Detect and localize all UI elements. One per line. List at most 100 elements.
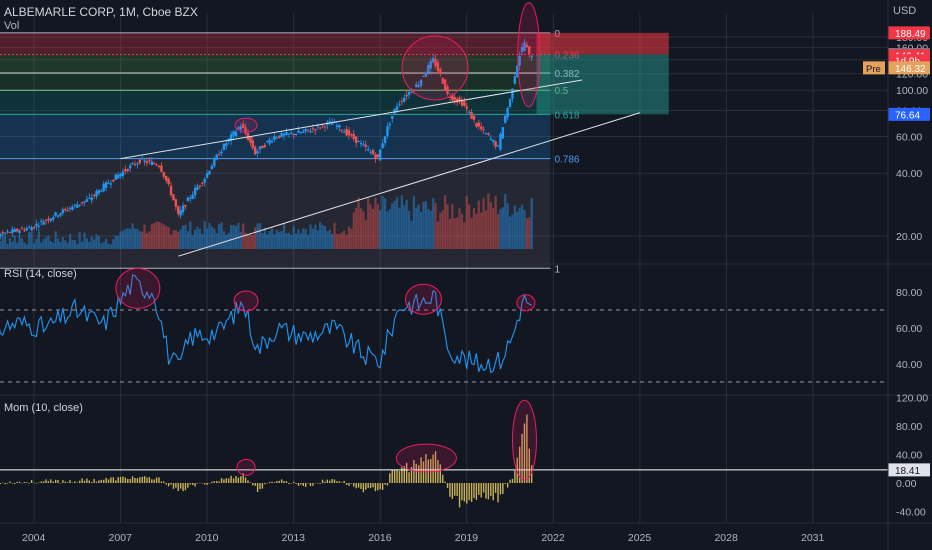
volume-bar [285, 233, 288, 249]
momentum-bar [160, 481, 163, 483]
volume-bar [206, 228, 209, 249]
momentum-bar [18, 481, 21, 483]
momentum-bar [314, 482, 317, 484]
volume-bar [451, 204, 454, 249]
volume-bar [393, 200, 396, 249]
momentum-bar [381, 483, 384, 490]
momentum-bar [384, 483, 386, 485]
candle-body [162, 171, 166, 177]
momentum-bar [11, 483, 14, 484]
candle [400, 97, 404, 106]
candle-body [172, 194, 175, 201]
candle [172, 194, 175, 201]
volume-bar [234, 225, 238, 249]
volume-bar [415, 207, 418, 249]
candle-body [338, 125, 341, 128]
candle-body [198, 185, 202, 187]
candle [59, 212, 62, 218]
candle-body [174, 199, 178, 207]
momentum-label[interactable]: Mom (10, close) [4, 402, 83, 414]
candle [64, 207, 67, 213]
momentum-bar [107, 479, 110, 483]
momentum-bar [21, 483, 23, 484]
volume-bar [193, 229, 197, 249]
candle [107, 179, 110, 185]
currency-label[interactable]: USD [893, 5, 917, 17]
momentum-bar [95, 481, 98, 483]
candle-body [489, 138, 493, 140]
candle [371, 148, 375, 155]
candle-body [383, 136, 387, 144]
volume-bar [379, 210, 382, 249]
candle [323, 125, 327, 132]
momentum-bar [415, 463, 417, 483]
momentum-bar [218, 481, 220, 483]
candle [217, 150, 221, 156]
momentum-bar [341, 482, 343, 483]
volume-bar [54, 231, 57, 249]
candle-body [266, 140, 269, 142]
volume-bars [0, 193, 533, 249]
momentum-bar [456, 483, 458, 496]
candle-body [453, 97, 456, 101]
candle [489, 134, 493, 141]
candle [354, 136, 358, 148]
momentum-bar [458, 483, 461, 508]
momentum-bar [302, 483, 304, 487]
candle-body [68, 208, 72, 210]
candle [318, 126, 322, 130]
candle-body [268, 139, 271, 144]
candle-body [379, 149, 382, 161]
momentum-bar [350, 483, 353, 484]
price-label-bg [888, 107, 930, 121]
momentum-bar [191, 483, 194, 486]
volume-bar [347, 226, 351, 249]
momentum-bar [129, 478, 131, 483]
volume-bar [386, 211, 389, 249]
candle [405, 90, 408, 100]
candle-body [234, 131, 238, 137]
volume-bar [518, 207, 521, 249]
momentum-bar [30, 479, 33, 483]
volume-bar [210, 226, 214, 249]
momentum-bar [86, 478, 88, 483]
candle-body [18, 230, 21, 233]
volume-bar [383, 198, 387, 249]
momentum-bar [153, 479, 155, 483]
momentum-bar [64, 481, 66, 483]
volume-bar [218, 223, 221, 249]
momentum-bar [170, 483, 172, 485]
candle-body [297, 130, 300, 134]
symbol-title[interactable]: ALBEMARLE CORP, 1M, Cboe BZX [4, 5, 198, 19]
candle-body [177, 206, 180, 214]
candle-body [143, 160, 146, 162]
volume-bar [117, 235, 120, 249]
volume-bar [97, 235, 101, 249]
candle [201, 181, 204, 187]
momentum-bar [362, 483, 365, 493]
candle [136, 162, 139, 169]
volume-bar [172, 230, 175, 249]
candle-body [11, 229, 14, 233]
candle [37, 222, 41, 232]
volume-label: Vol [4, 20, 20, 32]
candle-body [492, 140, 495, 142]
momentum-bar [295, 483, 297, 485]
momentum-bar [333, 479, 336, 483]
candle [88, 193, 91, 199]
candle-body [25, 228, 28, 231]
candle-body [76, 204, 79, 208]
candle-body [32, 226, 36, 229]
mom-highlight-2017 [395, 443, 457, 473]
volume-bar [191, 234, 194, 249]
candle-body [114, 174, 117, 180]
momentum-bar [360, 483, 362, 489]
volume-bar [328, 229, 331, 249]
candle-body [6, 231, 9, 233]
volume-bar [160, 222, 163, 249]
volume-bar [429, 210, 432, 249]
rsi-label[interactable]: RSI (14, close) [4, 268, 77, 280]
time-axis-tick: 2028 [714, 532, 738, 544]
volume-bar [482, 198, 485, 249]
